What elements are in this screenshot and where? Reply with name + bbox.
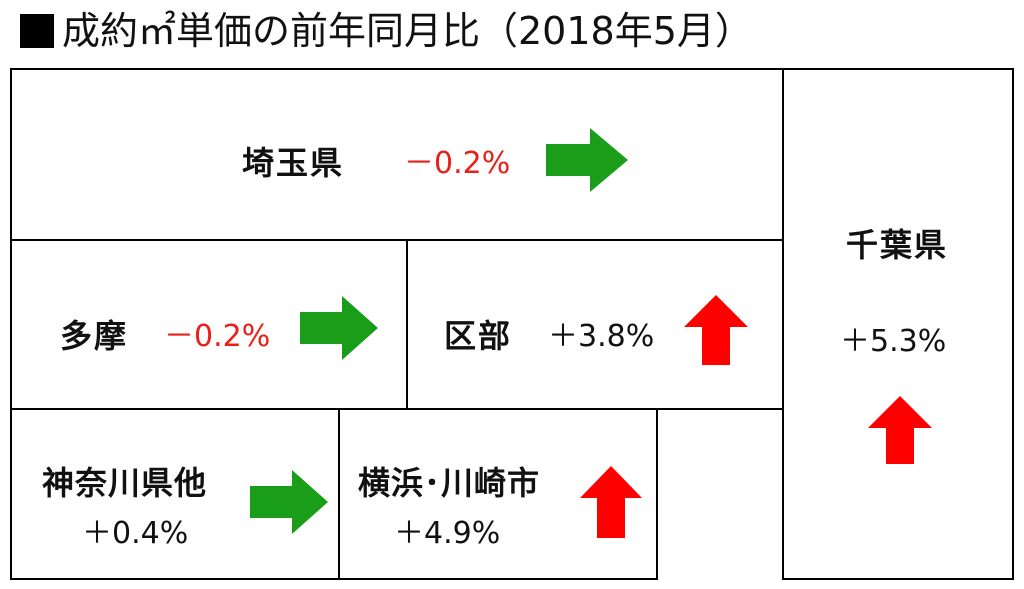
region-change: ＋5.3% xyxy=(840,324,947,359)
region-kanagawa: 神奈川県他 ＋0.4% xyxy=(10,408,340,580)
region-name: 横浜･川崎市 xyxy=(358,464,541,502)
region-tama: 多摩 －0.2% xyxy=(10,239,408,410)
right-arrow-icon xyxy=(300,296,378,360)
title-text: 成約㎡単価の前年同月比（2018年5月） xyxy=(62,9,753,53)
region-kubu: 区部 ＋3.8% xyxy=(406,239,784,410)
region-change: ＋4.9% xyxy=(394,516,501,551)
black-square-icon xyxy=(20,14,54,48)
right-arrow-icon xyxy=(250,470,328,534)
page-title: 成約㎡単価の前年同月比（2018年5月） xyxy=(20,2,753,60)
up-arrow-icon xyxy=(868,396,932,464)
up-arrow-icon xyxy=(580,466,642,538)
region-change: ＋0.4% xyxy=(82,516,189,551)
region-change: －0.2% xyxy=(164,319,271,354)
region-change: ＋3.8% xyxy=(548,319,655,354)
region-change: －0.2% xyxy=(404,146,511,181)
region-chiba: 千葉県 ＋5.3% xyxy=(782,68,1014,580)
region-name: 区部 xyxy=(444,317,513,355)
up-arrow-icon xyxy=(684,295,748,365)
region-name: 神奈川県他 xyxy=(42,464,208,502)
empty-cell xyxy=(656,408,784,580)
region-name: 多摩 xyxy=(60,317,129,355)
region-saitama: 埼玉県 －0.2% xyxy=(10,68,784,241)
region-name: 千葉県 xyxy=(846,226,949,264)
region-name: 埼玉県 xyxy=(242,144,345,182)
right-arrow-icon xyxy=(546,128,628,192)
region-yokohama-kawasaki: 横浜･川崎市 ＋4.9% xyxy=(338,408,658,580)
